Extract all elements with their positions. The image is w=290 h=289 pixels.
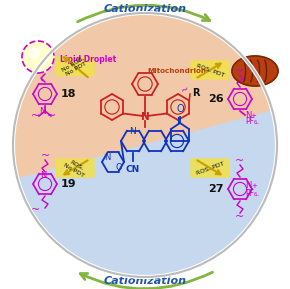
Text: 27: 27: [209, 184, 224, 194]
Text: ~: ~: [30, 111, 40, 121]
FancyBboxPatch shape: [56, 58, 94, 75]
Text: ROS,
No PDT: ROS, No PDT: [62, 158, 88, 178]
Text: N: N: [245, 110, 251, 119]
FancyBboxPatch shape: [56, 159, 94, 177]
Text: ~: ~: [180, 84, 192, 96]
Text: N: N: [130, 127, 136, 136]
Text: N: N: [40, 107, 46, 116]
Polygon shape: [19, 111, 275, 275]
Text: R: R: [192, 88, 200, 98]
Text: O: O: [116, 162, 122, 171]
FancyBboxPatch shape: [191, 159, 229, 177]
Text: ROS, PDT: ROS, PDT: [195, 161, 225, 175]
Text: 19: 19: [61, 179, 77, 189]
Circle shape: [29, 48, 39, 58]
Text: N: N: [245, 181, 251, 190]
Text: ~: ~: [40, 151, 50, 161]
Text: 26: 26: [209, 94, 224, 104]
Text: O: O: [176, 104, 184, 114]
Text: ~: ~: [235, 212, 245, 222]
Text: ⁻: ⁻: [254, 192, 258, 201]
Text: Mitochondrion: Mitochondrion: [148, 68, 207, 74]
Text: ROS, PDT: ROS, PDT: [195, 63, 225, 77]
Text: N: N: [40, 171, 46, 181]
Text: Cationization: Cationization: [104, 276, 186, 286]
Text: Lipid Droplet: Lipid Droplet: [60, 55, 116, 64]
FancyBboxPatch shape: [191, 61, 229, 79]
Text: +: +: [250, 113, 256, 119]
Text: ~: ~: [30, 205, 40, 215]
Text: ~: ~: [235, 156, 245, 166]
Text: CN: CN: [126, 165, 140, 174]
Text: No ROS,
No PDT: No ROS, No PDT: [61, 55, 89, 78]
Circle shape: [13, 13, 277, 277]
Text: Cationization: Cationization: [104, 4, 186, 14]
Text: PF₆: PF₆: [245, 118, 257, 127]
Ellipse shape: [232, 56, 278, 86]
Text: N: N: [104, 153, 110, 162]
Text: ⁻: ⁻: [254, 121, 258, 129]
Polygon shape: [15, 15, 271, 179]
Text: 18: 18: [61, 89, 77, 99]
Text: ~: ~: [47, 111, 57, 121]
Text: ~: ~: [235, 66, 245, 76]
Text: PF₆: PF₆: [245, 190, 257, 199]
Circle shape: [22, 41, 54, 73]
Text: N: N: [141, 112, 149, 122]
Text: +: +: [251, 183, 257, 189]
